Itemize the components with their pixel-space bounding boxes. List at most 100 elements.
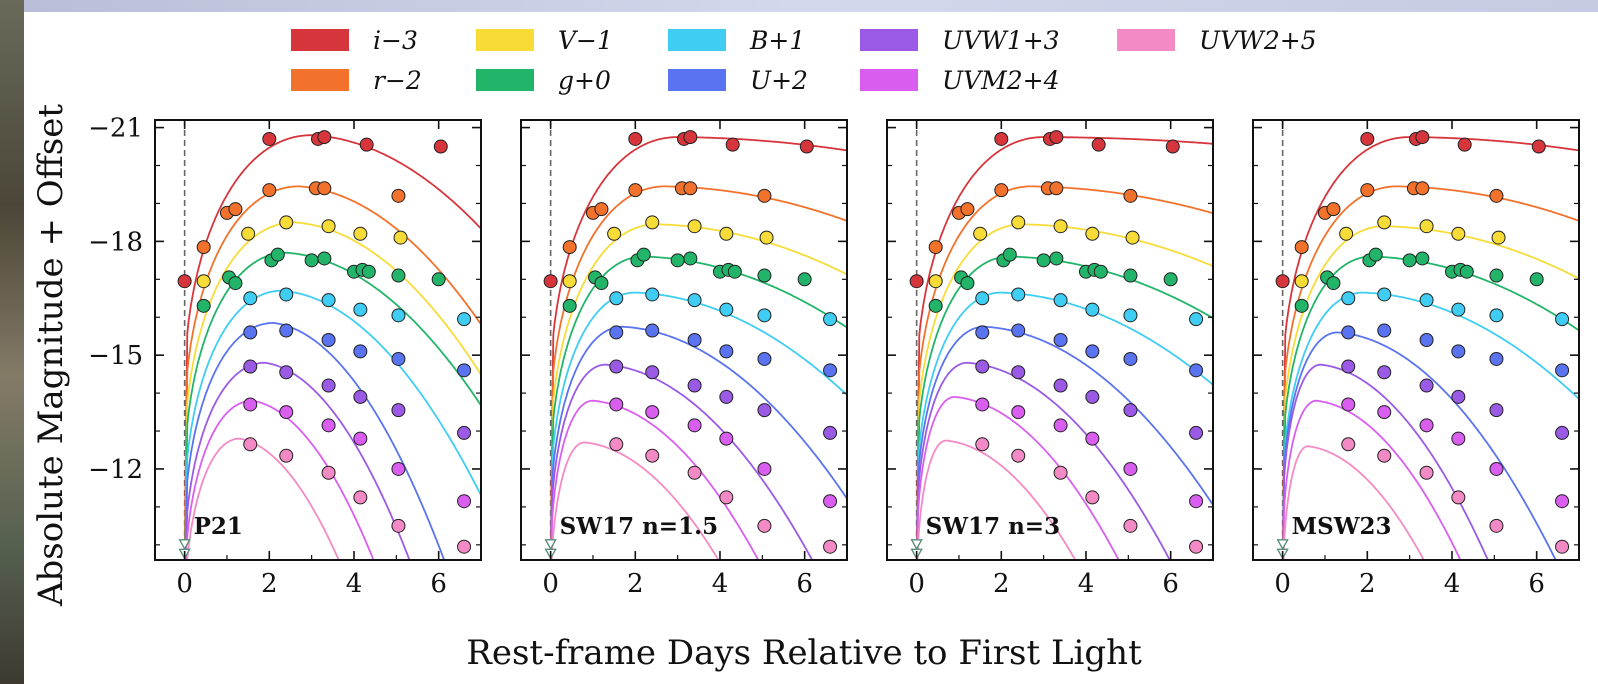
data-point-b-1 [1451,302,1466,317]
data-point-r-2 [1415,181,1430,196]
data-point-uvm2-4 [719,431,734,446]
upper-limit-marker [1276,539,1289,551]
data-point-v-1 [1339,226,1354,241]
model-curve-i-3 [183,134,481,549]
data-point-b-1 [1341,291,1356,306]
data-point-g-0 [1489,268,1504,283]
legend-swatch [1117,29,1175,51]
data-point-g-0 [928,298,943,313]
data-point-r-2 [391,188,406,203]
data-points [909,130,1204,554]
x-tick-label: 2 [627,569,644,599]
data-point-b-1 [1489,308,1504,323]
data-point-r-2 [1123,188,1138,203]
data-point-u-2 [975,325,990,340]
data-point-uvw1-3 [1377,365,1392,380]
x-tick-label: 4 [346,569,363,599]
x-tick-label: 4 [712,569,729,599]
data-point-uvm2-4 [353,431,368,446]
data-point-b-1 [719,302,734,317]
data-point-g-0 [636,247,651,262]
data-point-v-1 [562,274,577,289]
panel-sw17-n-1-5: 0 2 4 6 SW17 n=1.5 [520,119,848,599]
upper-limit-marker [178,539,191,551]
data-point-v-1 [759,230,774,245]
legend-entry-r-2: r−2 [291,66,422,95]
data-point-uvw2-5 [1085,490,1100,505]
panel-sw17-n-3: 0 2 4 6 SW17 n=3 [886,119,1214,599]
panel-frame [154,119,482,561]
legend-entry-uvm2-4: UVM2+4 [860,66,1059,95]
data-point-i-3 [1091,137,1106,152]
data-point-i-3 [262,131,277,146]
panels: 0 2 4 6 −21 −18 −15 −12 P21 0 2 4 6 SW17 n=1.5 0 2 4 6 SW1… [88,114,1580,599]
data-point-uvm2-4 [1555,494,1570,509]
legend-label: UVW2+5 [1199,26,1317,55]
data-point-uvw2-5 [1451,490,1466,505]
data-point-b-1 [1189,312,1204,327]
panel-label: P21 [194,513,243,540]
upper-limit-marker [544,539,557,551]
data-point-v-1 [645,215,660,230]
data-point-uvw1-3 [1085,389,1100,404]
legend-label: i−3 [373,26,418,55]
data-point-uvw2-5 [1377,448,1392,463]
data-point-g-0 [317,251,332,266]
data-point-uvw1-3 [757,403,772,418]
data-point-i-3 [909,274,924,289]
data-point-b-1 [1011,287,1026,302]
data-point-uvm2-4 [687,418,702,433]
data-point-v-1 [1011,215,1026,230]
data-point-uvw1-3 [391,403,406,418]
data-point-i-3 [543,274,558,289]
data-point-i-3 [994,131,1009,146]
data-point-uvw2-5 [1341,437,1356,452]
data-point-uvw2-5 [975,437,990,452]
model-curve-uvw1-3 [1282,363,1489,560]
data-point-uvw2-5 [1123,518,1138,533]
data-point-u-2 [457,363,472,378]
data-point-uvw2-5 [1555,539,1570,554]
data-point-g-0 [1326,276,1341,291]
model-curve-uvw1-3 [916,361,1171,560]
legend: i−3 r−2 V−1 g+0 B+1 U+2 UVW1+3 UVM2+4 UVW2+5 [291,26,1317,95]
data-point-uvw1-3 [1011,365,1026,380]
x-tick-label: 2 [261,569,278,599]
model-curve-i-3 [915,136,1213,551]
data-point-g-0 [228,276,243,291]
data-point-uvm2-4 [609,397,624,412]
data-point-u-2 [645,323,660,338]
data-point-u-2 [823,363,838,378]
data-point-v-1 [1125,230,1140,245]
data-point-g-0 [1529,272,1544,287]
data-point-uvm2-4 [457,494,472,509]
legend-swatch [476,29,534,51]
data-point-v-1 [719,226,734,241]
data-point-r-2 [1294,240,1309,255]
data-point-u-2 [353,344,368,359]
model-curve-uvw2-5 [1282,445,1425,560]
x-tick-label: 6 [1528,569,1545,599]
x-axis-title: Rest-frame Days Relative to First Light [466,633,1142,673]
data-point-uvw2-5 [279,448,294,463]
figure: i−3 r−2 V−1 g+0 B+1 U+2 UVW1+3 UVM2+4 UVW2+5 0 2 4… [24,12,1598,684]
data-point-i-3 [433,139,448,154]
data-point-b-1 [975,291,990,306]
data-point-uvw2-5 [687,465,702,480]
data-point-uvm2-4 [1189,494,1204,509]
data-point-uvw2-5 [1053,465,1068,480]
data-point-u-2 [1341,325,1356,340]
x-tick-label: 0 [542,569,559,599]
model-curve-uvm2-4 [1282,399,1462,560]
data-point-uvm2-4 [1341,397,1356,412]
data-point-r-2 [1326,202,1341,217]
legend-entry-u-2: U+2 [668,66,808,95]
data-point-uvw1-3 [687,378,702,393]
data-point-u-2 [687,333,702,347]
data-point-uvw2-5 [757,518,772,533]
legend-entry-i-3: i−3 [291,26,418,55]
data-point-u-2 [1189,363,1204,378]
data-point-uvw1-3 [645,365,660,380]
data-point-uvw2-5 [609,437,624,452]
data-point-uvw1-3 [1341,359,1356,374]
